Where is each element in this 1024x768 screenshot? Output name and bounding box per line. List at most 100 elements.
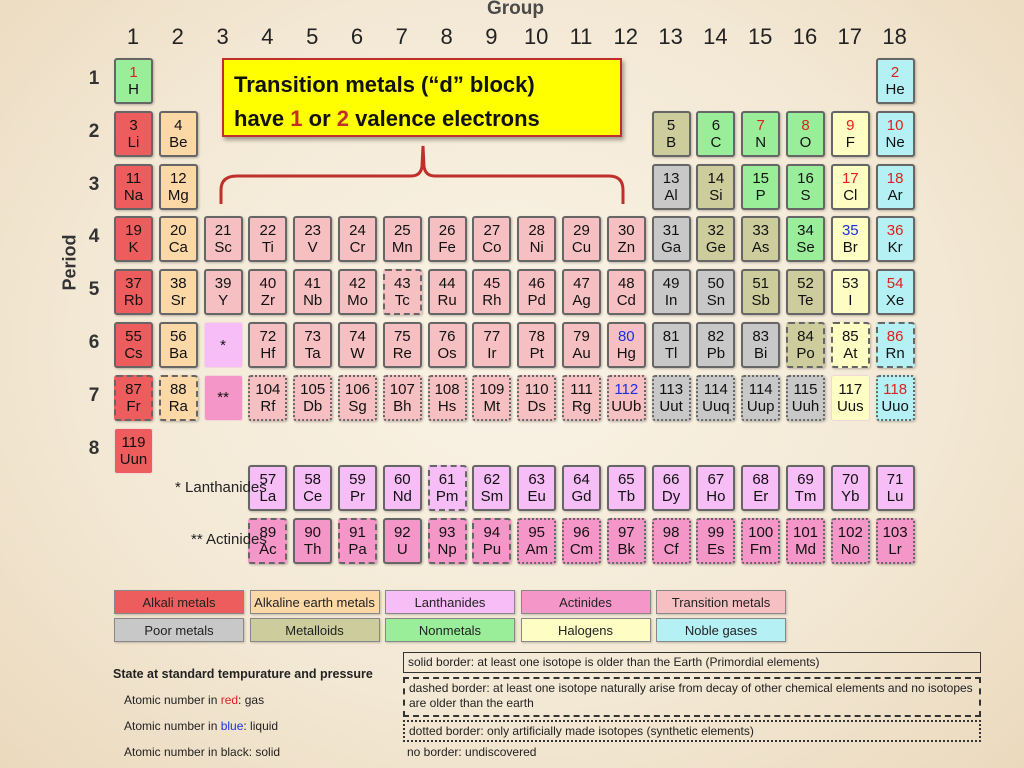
element-cell: ** [203, 374, 243, 421]
period-number: 2 [88, 120, 100, 142]
element-symbol: Pa [348, 541, 367, 558]
element-symbol: I [848, 292, 853, 310]
element-cell: 80 Hg [606, 322, 646, 368]
element-symbol: Os [437, 345, 457, 362]
atomic-number: 25 [393, 222, 411, 240]
atomic-number: 10 [886, 116, 904, 134]
atomic-number: 95 [528, 524, 546, 541]
legend-swatch: Transition metals [656, 590, 786, 614]
element-cell: 46 Pd [517, 269, 557, 316]
legend-swatch: Alkali metals [114, 590, 244, 614]
element-symbol: Bk [617, 541, 636, 558]
element-symbol: Uup [746, 397, 775, 415]
atomic-number: 62 [483, 471, 501, 488]
legend-swatch: Lanthanides [385, 590, 515, 614]
atomic-number: 119 [121, 433, 146, 451]
element-symbol: Cd [616, 292, 636, 310]
atomic-number: 114 [748, 380, 773, 398]
element-symbol: Rn [885, 345, 905, 362]
atomic-number: 72 [259, 328, 277, 345]
element-cell: 74 W [338, 322, 377, 368]
element-symbol: Sb [751, 292, 770, 310]
element-cell: 31 Ga [651, 216, 691, 263]
element-symbol: Ag [572, 292, 591, 310]
atomic-number: ** [217, 389, 229, 407]
element-symbol: Gd [571, 488, 592, 505]
atomic-number: 99 [707, 524, 725, 541]
period-axis-title: Period [59, 234, 80, 291]
element-symbol: S [800, 186, 811, 204]
element-cell: 63 Eu [517, 465, 557, 511]
atomic-number: 1 [129, 64, 138, 81]
group-axis-title: Group [487, 0, 544, 19]
atomic-number: 93 [438, 524, 456, 541]
callout-line-2: have 1 or 2 valence electrons [234, 106, 540, 131]
group-number: 16 [792, 24, 818, 49]
atomic-number: 4 [174, 116, 183, 134]
element-symbol: Dy [661, 488, 681, 505]
element-cell: 36 Kr [875, 216, 915, 263]
actinides-row-label: ** Actinides [191, 531, 267, 548]
atomic-number: 26 [438, 222, 456, 240]
element-cell: 29 Cu [562, 216, 601, 263]
atomic-number: 3 [129, 116, 138, 134]
element-cell: 40 Zr [248, 269, 288, 316]
atomic-number: 34 [797, 222, 814, 240]
atomic-number: 23 [304, 222, 322, 240]
element-symbol: K [128, 239, 139, 257]
element-symbol: UUb [611, 397, 642, 415]
element-cell: 59 Pr [338, 465, 377, 511]
legend-swatch: Alkaline earth metals [249, 590, 380, 614]
element-cell: 39 Y [203, 269, 243, 316]
element-symbol: Hf [260, 345, 276, 362]
element-symbol: Pt [529, 345, 544, 362]
element-symbol: Rb [123, 292, 144, 310]
element-symbol: Se [796, 239, 815, 257]
element-cell: 22 Ti [248, 216, 288, 263]
element-cell: 119 Uun [114, 427, 153, 474]
element-cell: 4 Be [158, 110, 198, 157]
element-symbol: Cl [843, 186, 858, 204]
element-symbol: B [666, 133, 677, 151]
element-symbol: O [799, 133, 812, 151]
element-symbol: La [259, 488, 277, 505]
element-cell: 90 Th [293, 518, 333, 564]
element-cell: 58 Ce [293, 465, 333, 511]
element-cell: 56 Ba [158, 322, 198, 368]
element-cell: 86 Rn [875, 322, 915, 368]
element-cell: 115 Uuh [786, 374, 825, 421]
element-cell: 33 As [741, 216, 781, 263]
element-cell: 13 Al [651, 163, 691, 210]
element-cell: 69 Tm [786, 465, 825, 511]
atomic-number: 71 [886, 471, 904, 488]
atomic-number: 58 [304, 471, 322, 488]
element-cell: 38 Sr [158, 269, 198, 316]
element-cell: 104 Rf [248, 374, 288, 421]
group-number: 1 [126, 24, 140, 49]
period-number: 3 [88, 173, 100, 195]
element-cell: 71 Lu [875, 465, 915, 511]
element-symbol: Tc [394, 292, 410, 310]
atomic-number: 6 [711, 116, 721, 134]
element-cell: 77 Ir [472, 322, 512, 368]
atomic-number: 13 [662, 169, 680, 187]
element-cell: 114 Uup [741, 374, 781, 421]
element-cell: 110 Ds [517, 374, 557, 421]
element-cell: 117 Uus [830, 374, 870, 421]
element-cell: 113 Uut [651, 374, 691, 421]
atomic-number: 45 [483, 275, 501, 293]
element-symbol: Lr [888, 541, 902, 558]
element-cell: 19 K [114, 216, 153, 263]
element-symbol: Db [303, 397, 323, 415]
element-cell: 42 Mo [338, 269, 377, 316]
element-symbol: Ra [168, 397, 188, 415]
element-cell: 103 Lr [875, 518, 915, 564]
element-cell: 60 Nd [382, 465, 422, 511]
atomic-number: 81 [662, 328, 680, 345]
element-symbol: Au [572, 345, 591, 362]
period-number: 6 [88, 332, 100, 353]
atomic-number: 113 [659, 380, 684, 398]
element-symbol: Xe [885, 292, 905, 310]
element-cell: 53 I [830, 269, 870, 316]
